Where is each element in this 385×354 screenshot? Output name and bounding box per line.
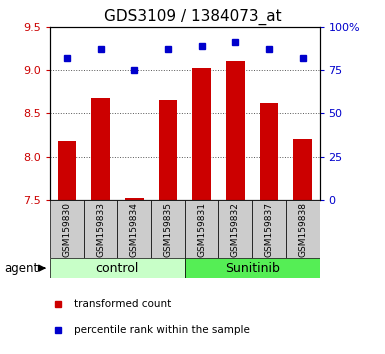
Bar — [58, 141, 76, 200]
Bar — [50, 258, 185, 278]
Text: Sunitinib: Sunitinib — [225, 262, 280, 275]
Text: GSM159838: GSM159838 — [298, 202, 307, 257]
Text: GSM159832: GSM159832 — [231, 202, 240, 257]
Text: GSM159833: GSM159833 — [96, 202, 105, 257]
Bar — [159, 100, 177, 200]
Bar — [117, 200, 151, 258]
Bar — [293, 139, 312, 200]
Text: GSM159835: GSM159835 — [164, 202, 172, 257]
Text: GSM159834: GSM159834 — [130, 202, 139, 257]
Bar — [91, 98, 110, 200]
Bar — [219, 200, 252, 258]
Bar — [192, 68, 211, 200]
Bar — [286, 200, 320, 258]
Text: GSM159830: GSM159830 — [62, 202, 71, 257]
Bar — [84, 200, 117, 258]
Text: GDS3109 / 1384073_at: GDS3109 / 1384073_at — [104, 9, 281, 25]
Text: GSM159831: GSM159831 — [197, 202, 206, 257]
Bar — [185, 258, 320, 278]
Text: control: control — [96, 262, 139, 275]
Text: GSM159837: GSM159837 — [264, 202, 273, 257]
Bar — [260, 103, 278, 200]
Text: transformed count: transformed count — [74, 298, 172, 309]
Bar — [50, 200, 84, 258]
Text: agent: agent — [4, 262, 38, 275]
Bar — [151, 200, 185, 258]
Bar — [252, 200, 286, 258]
Text: percentile rank within the sample: percentile rank within the sample — [74, 325, 250, 335]
Bar — [226, 61, 244, 200]
Bar — [185, 200, 219, 258]
Bar — [125, 198, 144, 200]
